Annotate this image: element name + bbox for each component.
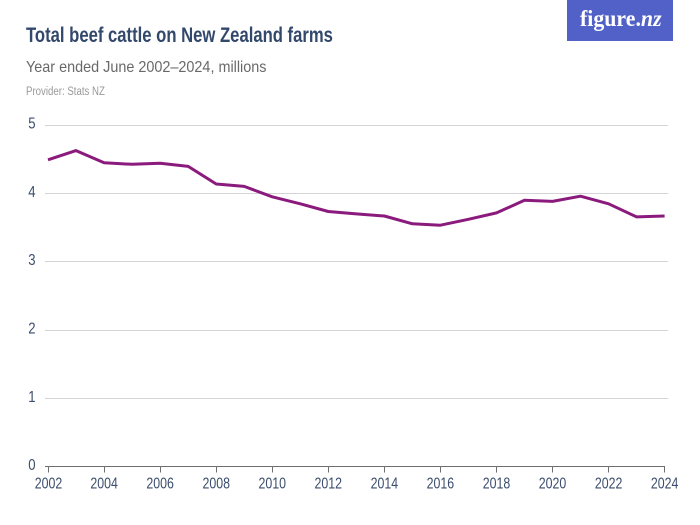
svg-text:1: 1 [28, 389, 35, 406]
svg-text:2010: 2010 [258, 475, 286, 492]
svg-text:2002: 2002 [35, 475, 63, 492]
svg-text:5: 5 [28, 116, 35, 133]
svg-text:0: 0 [28, 457, 35, 474]
svg-text:2012: 2012 [315, 475, 343, 492]
svg-text:2008: 2008 [202, 475, 230, 492]
svg-text:2024: 2024 [651, 475, 679, 492]
svg-text:4: 4 [28, 184, 35, 201]
svg-text:2: 2 [28, 321, 35, 338]
svg-text:2014: 2014 [371, 475, 399, 492]
svg-text:2004: 2004 [90, 475, 118, 492]
svg-text:2006: 2006 [146, 475, 174, 492]
svg-text:2020: 2020 [539, 475, 567, 492]
svg-text:2022: 2022 [595, 475, 623, 492]
svg-text:2016: 2016 [427, 475, 455, 492]
svg-text:3: 3 [28, 252, 35, 269]
svg-text:2018: 2018 [483, 475, 511, 492]
